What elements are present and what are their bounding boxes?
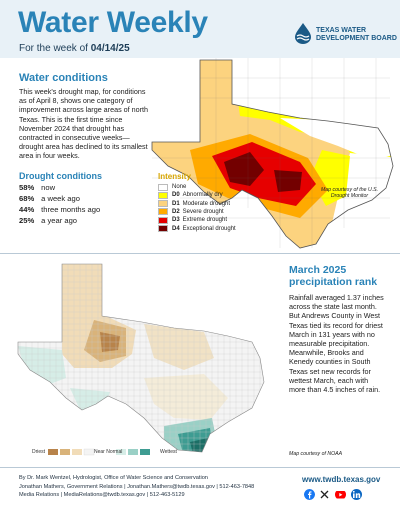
legend-code: D2 — [172, 208, 180, 215]
legend-label: None — [172, 184, 187, 190]
section-divider — [0, 253, 400, 254]
legend-label: Exceptional drought — [182, 225, 236, 232]
x-icon[interactable] — [319, 489, 330, 500]
facebook-icon[interactable] — [304, 489, 315, 500]
twdb-logo[interactable]: TEXAS WATER DEVELOPMENT BOARD — [292, 18, 397, 52]
drought-stat-row: 25% a year ago — [19, 216, 78, 225]
legend-swatch — [158, 216, 168, 224]
drought-stat-row: 68% a week ago — [19, 194, 80, 203]
footer-contact-govt[interactable]: Jonathan Mathers, Government Relations |… — [19, 484, 255, 490]
legend-swatch — [158, 183, 168, 191]
precipitation-map-credit: Map courtesy of NOAA — [289, 451, 343, 457]
legend-driest-label: Driest — [32, 449, 46, 455]
legend-swatch — [158, 200, 168, 208]
legend-swatch — [158, 191, 168, 199]
legend-code: D1 — [172, 200, 180, 207]
legend-label: Extreme drought — [182, 217, 228, 224]
drought-stat-row: 44% three months ago — [19, 205, 101, 214]
footer-contact-media[interactable]: Media Relations | MediaRelations@twdb.te… — [19, 492, 185, 498]
drought-stat-row: 58% now — [19, 183, 56, 192]
intensity-legend-item: D2 Severe drought — [158, 208, 224, 216]
legend-code: D4 — [172, 225, 180, 232]
drought-conditions-heading: Drought conditions — [19, 171, 102, 181]
legend-swatch — [158, 208, 168, 216]
precipitation-text: Rainfall averaged 1.37 inches across the… — [289, 293, 384, 395]
precipitation-rank-map — [17, 263, 265, 453]
intensity-legend-item: D3 Extreme drought — [158, 216, 227, 224]
water-conditions-text: This week's drought map, for conditions … — [19, 87, 149, 161]
linkedin-icon[interactable] — [351, 489, 362, 500]
website-link[interactable]: www.twdb.texas.gov — [302, 475, 381, 484]
intensity-legend-title: Intensity — [158, 172, 191, 181]
logo-text: TEXAS WATER DEVELOPMENT BOARD — [316, 27, 397, 42]
legend-label: Moderate drought — [182, 200, 231, 207]
subtitle-date: 04/14/25 — [90, 43, 130, 54]
intensity-legend-item: None — [158, 183, 186, 191]
intensity-legend-item: D4 Exceptional drought — [158, 225, 236, 233]
page-subtitle: For the week of 04/14/25 — [19, 43, 130, 54]
water-drop-logo-icon — [295, 23, 311, 44]
legend-swatch — [158, 225, 168, 232]
intensity-legend-item: D0 Abnormally dry — [158, 191, 223, 199]
youtube-icon[interactable] — [335, 489, 346, 500]
header-band — [0, 0, 400, 58]
legend-code: D0 — [172, 192, 180, 199]
legend-label: Abnormally dry — [182, 192, 223, 199]
drought-map — [151, 58, 394, 249]
legend-code: D3 — [172, 217, 180, 224]
footer-author: By Dr. Mark Wentzel, Hydrologist, Office… — [19, 475, 208, 481]
precipitation-legend-bar — [48, 448, 150, 456]
subtitle-prefix: For the week of — [19, 43, 91, 54]
legend-near-normal-label: Near Normal — [94, 449, 123, 455]
precipitation-heading: March 2025 precipitation rank — [289, 264, 378, 288]
drought-map-credit: Map courtesy of the U.S. Drought Monitor — [320, 187, 379, 200]
water-conditions-heading: Water conditions — [19, 72, 108, 84]
legend-label: Severe drought — [182, 208, 224, 215]
page-title: Water Weekly — [18, 6, 208, 39]
legend-wettest-label: Wettest — [160, 449, 177, 455]
intensity-legend-item: D1 Moderate drought — [158, 200, 230, 208]
footer-divider — [0, 467, 400, 468]
